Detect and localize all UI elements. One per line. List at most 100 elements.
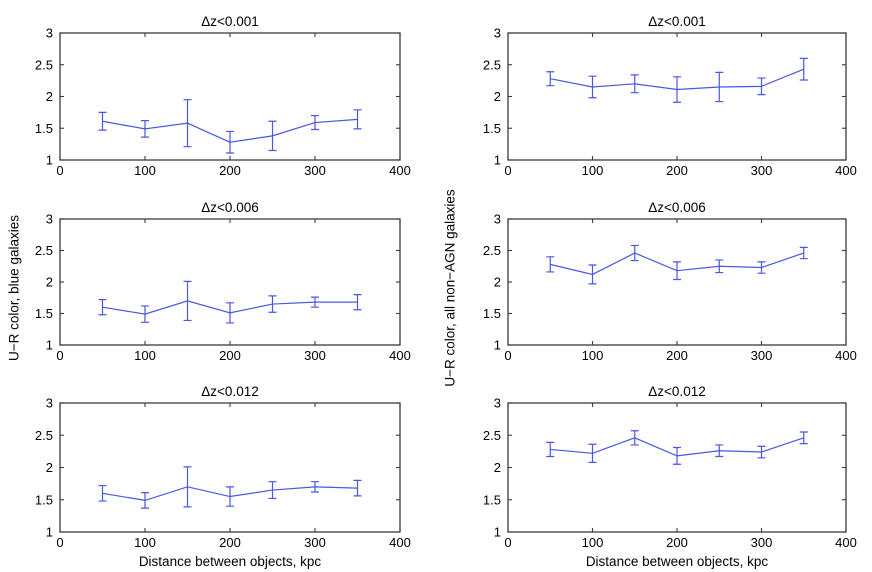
x-tick-label: 0 bbox=[56, 348, 63, 363]
x-tick-label: 400 bbox=[389, 163, 411, 178]
axis-ticks bbox=[507, 402, 847, 533]
y-tick-label: 2.5 bbox=[35, 57, 53, 72]
y-tick-label: 1.5 bbox=[483, 492, 501, 507]
y-tick-label: 1 bbox=[494, 153, 501, 168]
panel-title: Δz<0.012 bbox=[201, 384, 258, 399]
panel-title: Δz<0.006 bbox=[201, 200, 258, 215]
y-tick-label: 1 bbox=[46, 338, 53, 353]
panel-title: Δz<0.006 bbox=[648, 200, 705, 215]
x-tick-label: 200 bbox=[219, 535, 241, 550]
data-line bbox=[102, 300, 358, 315]
y-tick-label: 2.5 bbox=[35, 243, 53, 258]
tick-labels: 0 100 200 300 400 1 1.5 2 2.5 3 bbox=[483, 26, 857, 179]
chart-panel-dz0012-blue-galaxies: 0 100 200 300 400 1 1.5 2 2.5 3 Δz<0.012 Distance b… bbox=[35, 384, 411, 569]
axis-ticks bbox=[507, 218, 847, 346]
x-tick-label: 200 bbox=[666, 348, 688, 363]
y-tick-label: 2 bbox=[46, 275, 53, 290]
y-tick-label: 2 bbox=[494, 460, 501, 475]
y-tick-label: 2.5 bbox=[483, 428, 501, 443]
error-bars bbox=[98, 99, 362, 154]
axis-box bbox=[59, 218, 401, 346]
axis-box bbox=[59, 402, 401, 533]
y-tick-label: 3 bbox=[46, 212, 53, 227]
x-tick-label: 400 bbox=[389, 348, 411, 363]
panel-title: Δz<0.001 bbox=[201, 14, 258, 29]
y-tick-label: 3 bbox=[494, 396, 501, 411]
chart-panel-dz0006-non-agn-galaxies: 0 100 200 300 400 1 1.5 2 2.5 3 Δz<0.006 bbox=[483, 200, 857, 364]
y-tick-label: 1 bbox=[494, 525, 501, 540]
axis-ticks bbox=[59, 218, 401, 346]
y-tick-label: 1.5 bbox=[35, 492, 53, 507]
y-tick-label: 1 bbox=[46, 153, 53, 168]
error-bars bbox=[546, 57, 808, 103]
axis-ticks bbox=[59, 32, 401, 161]
x-tick-label: 300 bbox=[751, 163, 773, 178]
x-tick-label: 200 bbox=[666, 163, 688, 178]
data-line bbox=[550, 252, 804, 276]
x-axis-label: Distance between objects, kpc bbox=[139, 554, 322, 569]
panel-title: Δz<0.001 bbox=[648, 14, 705, 29]
y-tick-label: 3 bbox=[46, 26, 53, 41]
axis-ticks bbox=[59, 402, 401, 533]
y-tick-label: 1.5 bbox=[35, 121, 53, 136]
x-tick-label: 0 bbox=[504, 163, 511, 178]
axis-box bbox=[507, 218, 847, 346]
y-tick-label: 2 bbox=[494, 275, 501, 290]
x-tick-label: 400 bbox=[389, 535, 411, 550]
axis-box bbox=[507, 402, 847, 533]
tick-labels: 0 100 200 300 400 1 1.5 2 2.5 3 bbox=[35, 212, 411, 364]
data-line bbox=[550, 68, 804, 91]
data-line bbox=[102, 486, 358, 502]
data-line bbox=[550, 437, 804, 457]
x-tick-label: 200 bbox=[219, 348, 241, 363]
y-tick-label: 3 bbox=[494, 212, 501, 227]
right-y-axis-label: U−R color, all non−AGN galaxies bbox=[442, 189, 458, 387]
x-tick-label: 100 bbox=[582, 348, 604, 363]
x-tick-label: 0 bbox=[504, 348, 511, 363]
x-tick-label: 100 bbox=[582, 535, 604, 550]
tick-labels: 0 100 200 300 400 1 1.5 2 2.5 3 bbox=[483, 396, 857, 551]
y-tick-label: 2.5 bbox=[35, 428, 53, 443]
y-tick-label: 1.5 bbox=[483, 306, 501, 321]
x-tick-label: 0 bbox=[504, 535, 511, 550]
chart-panel-dz0001-blue-galaxies: 0 100 200 300 400 1 1.5 2 2.5 3 Δz<0.001 bbox=[35, 14, 411, 179]
y-tick-label: 3 bbox=[46, 396, 53, 411]
x-tick-label: 300 bbox=[304, 348, 326, 363]
x-tick-label: 300 bbox=[751, 348, 773, 363]
x-tick-label: 400 bbox=[835, 535, 857, 550]
x-tick-label: 100 bbox=[582, 163, 604, 178]
left-y-axis-label: U−R color, blue galaxies bbox=[6, 215, 22, 361]
x-tick-label: 300 bbox=[751, 535, 773, 550]
y-tick-label: 2.5 bbox=[483, 57, 501, 72]
y-tick-label: 1 bbox=[46, 525, 53, 540]
y-tick-label: 2 bbox=[46, 460, 53, 475]
x-axis-label: Distance between objects, kpc bbox=[586, 554, 769, 569]
data-line bbox=[102, 118, 358, 143]
x-tick-label: 200 bbox=[666, 535, 688, 550]
chart-panel-dz0006-blue-galaxies: 0 100 200 300 400 1 1.5 2 2.5 3 Δz<0.006 bbox=[35, 200, 411, 364]
y-tick-label: 2.5 bbox=[483, 243, 501, 258]
chart-panel-dz0001-non-agn-galaxies: 0 100 200 300 400 1 1.5 2 2.5 3 Δz<0.001 bbox=[483, 14, 857, 179]
panel-title: Δz<0.012 bbox=[648, 384, 705, 399]
x-tick-label: 400 bbox=[835, 163, 857, 178]
y-tick-label: 3 bbox=[494, 26, 501, 41]
error-bars bbox=[546, 430, 808, 465]
y-tick-label: 1.5 bbox=[35, 306, 53, 321]
y-tick-label: 2 bbox=[494, 89, 501, 104]
y-tick-label: 1 bbox=[494, 338, 501, 353]
x-tick-label: 300 bbox=[304, 535, 326, 550]
tick-labels: 0 100 200 300 400 1 1.5 2 2.5 3 bbox=[35, 396, 411, 551]
y-tick-label: 1.5 bbox=[483, 121, 501, 136]
y-tick-label: 2 bbox=[46, 89, 53, 104]
tick-labels: 0 100 200 300 400 1 1.5 2 2.5 3 bbox=[35, 26, 411, 179]
axis-ticks bbox=[507, 32, 847, 161]
x-tick-label: 100 bbox=[134, 348, 156, 363]
x-tick-label: 400 bbox=[835, 348, 857, 363]
tick-labels: 0 100 200 300 400 1 1.5 2 2.5 3 bbox=[483, 212, 857, 364]
x-tick-label: 200 bbox=[219, 163, 241, 178]
x-tick-label: 300 bbox=[304, 163, 326, 178]
x-tick-label: 0 bbox=[56, 163, 63, 178]
x-tick-label: 0 bbox=[56, 535, 63, 550]
